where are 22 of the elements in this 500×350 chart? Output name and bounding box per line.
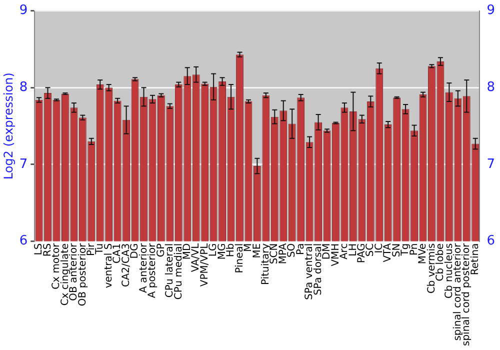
y2-tick-label: 9 — [486, 3, 496, 18]
y-tick-label: 6 — [19, 234, 28, 249]
x-tick-label: Hb — [226, 243, 237, 258]
x-tick-label: A posterior — [147, 242, 158, 298]
y-axis-title: Log2 (expression) — [1, 72, 16, 180]
y-tick-label: 8 — [19, 80, 28, 96]
x-tick-label: Cb lobe — [435, 243, 446, 282]
x-tick-label: MVe — [418, 243, 429, 264]
x-tick-label: ME — [252, 243, 263, 258]
x-tick-label: Pituitary — [260, 243, 272, 286]
x-tick-label: OB posterior — [77, 242, 88, 306]
x-tick-label: DG — [130, 243, 141, 259]
y-tick-label: 9 — [19, 3, 28, 18]
x-tick-label: Retina — [470, 243, 481, 276]
y2-tick-label: 6 — [486, 234, 496, 249]
x-tick-label: RS — [42, 243, 54, 257]
x-tick-label: Tg — [400, 243, 412, 257]
y2-tick-label: 7 — [486, 156, 496, 172]
x-tick-label: Pa — [295, 243, 306, 256]
y2-tick-label: 8 — [486, 80, 496, 96]
y-tick-label: 7 — [19, 156, 28, 172]
x-tick-label: GP — [156, 243, 167, 258]
